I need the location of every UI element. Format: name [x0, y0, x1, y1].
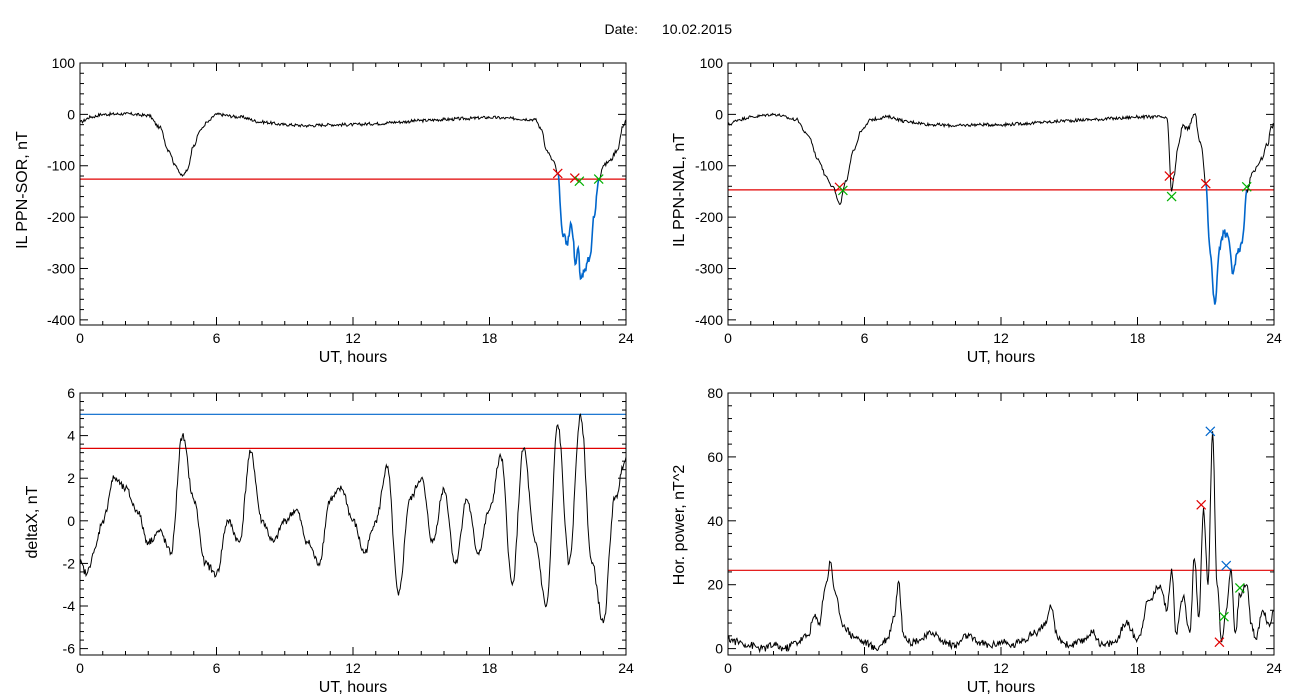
marker-sor-3 — [593, 174, 604, 185]
marker-nal-5 — [1241, 181, 1252, 192]
plot-frame-power — [727, 392, 1275, 656]
marker-nal-2 — [1164, 171, 1175, 181]
series-line-deltax-0 — [80, 413, 626, 624]
y-axis-title-power: Hor. power, nT^2 — [671, 465, 688, 586]
x-tick-label-sor-1: 6 — [213, 330, 221, 346]
plot-area-sor: 0 6 12 18 24 -400 -300 -200 -100 0 100 — [47, 55, 634, 346]
plot-area-nal: 0 6 12 18 24 -400 -300 -200 -100 0 100 — [695, 55, 1282, 346]
marker-power-2 — [1214, 637, 1225, 648]
marker-sor-1 — [569, 173, 580, 183]
x-axis-title-power: UT, hours — [967, 679, 1035, 696]
x-tick-label-deltax-2: 12 — [345, 660, 361, 676]
marker-nal-3 — [1166, 191, 1177, 202]
x-tick-label-nal-1: 6 — [861, 330, 869, 346]
y-tick-label-nal-1: -300 — [695, 260, 723, 276]
y-tick-label-nal-3: -100 — [695, 158, 723, 174]
y-tick-label-power-2: 40 — [707, 513, 723, 529]
x-tick-label-sor-3: 18 — [482, 330, 498, 346]
series-line-nal-0 — [728, 112, 1168, 205]
y-tick-label-sor-1: -300 — [47, 260, 75, 276]
y-axis-title-sor: IL PPN-SOR, nT — [14, 131, 31, 249]
y-tick-label-deltax-5: 4 — [67, 428, 75, 444]
series-line-sor-0 — [80, 111, 559, 177]
series-line-nal-2 — [1205, 183, 1248, 305]
y-axis-title-nal: IL PPN-NAL, nT — [671, 133, 688, 247]
date-value: 10.02.2015 — [662, 21, 732, 37]
marker-power-4 — [1221, 560, 1232, 571]
y-tick-label-nal-0: -400 — [695, 312, 723, 328]
x-tick-label-sor-4: 24 — [618, 330, 634, 346]
x-tick-label-sor-0: 0 — [76, 330, 84, 346]
date-label: Date: — [605, 21, 638, 37]
series-line-sor-2 — [598, 119, 626, 182]
y-axis-title-deltax: deltaX, nT — [24, 485, 41, 558]
y-tick-label-deltax-1: -4 — [63, 598, 76, 614]
y-tick-label-deltax-4: 2 — [67, 470, 75, 486]
x-tick-label-deltax-3: 18 — [482, 660, 498, 676]
x-tick-label-nal-4: 24 — [1266, 330, 1282, 346]
marker-power-1 — [1205, 426, 1216, 437]
x-tick-label-sor-2: 12 — [345, 330, 361, 346]
marker-sor-2 — [574, 176, 585, 187]
plot-frame-deltax — [79, 392, 627, 656]
x-tick-label-power-2: 12 — [993, 660, 1009, 676]
y-tick-label-sor-3: -100 — [47, 158, 75, 174]
x-tick-label-power-4: 24 — [1266, 660, 1282, 676]
y-tick-label-deltax-0: -6 — [63, 641, 76, 657]
x-tick-label-deltax-1: 6 — [213, 660, 221, 676]
date-header: Date: 10.02.2015 — [605, 21, 733, 37]
plot-frame-nal — [727, 62, 1275, 326]
x-tick-label-nal-0: 0 — [724, 330, 732, 346]
x-axis-title-deltax: UT, hours — [319, 679, 387, 696]
plot-area-power: 0 6 12 18 24 0 20 40 60 80 — [707, 385, 1282, 676]
x-axis-title-nal: UT, hours — [967, 349, 1035, 366]
plot-frame-sor — [79, 62, 627, 326]
y-tick-label-sor-4: 0 — [67, 106, 75, 122]
y-tick-label-deltax-2: -2 — [63, 555, 76, 571]
x-tick-label-nal-2: 12 — [993, 330, 1009, 346]
series-line-power-0 — [728, 431, 1274, 654]
y-tick-label-nal-4: 0 — [715, 106, 723, 122]
x-tick-label-deltax-4: 24 — [618, 660, 634, 676]
series-line-sor-1 — [557, 173, 600, 281]
panel-power: Hor. power, nT^2 UT, hours 0 6 12 18 24 0 20 40… — [671, 385, 1282, 696]
x-axis-title-sor: UT, hours — [319, 349, 387, 366]
panel-sor: IL PPN-SOR, nT UT, hours 0 6 12 18 24 -400 -30… — [14, 55, 634, 366]
marker-nal-1 — [837, 185, 848, 196]
x-tick-label-deltax-0: 0 — [76, 660, 84, 676]
marker-power-5 — [1234, 582, 1245, 593]
y-tick-label-power-1: 20 — [707, 577, 723, 593]
marker-nal-4 — [1200, 178, 1211, 189]
x-tick-label-power-0: 0 — [724, 660, 732, 676]
x-tick-label-nal-3: 18 — [1130, 330, 1146, 346]
marker-power-0 — [1196, 499, 1207, 510]
y-tick-label-power-3: 60 — [707, 449, 723, 465]
y-tick-label-sor-2: -200 — [47, 209, 75, 225]
panel-nal: IL PPN-NAL, nT UT, hours 0 6 12 18 24 -400 -30… — [671, 55, 1282, 366]
y-tick-label-power-0: 0 — [715, 641, 723, 657]
y-tick-label-deltax-3: 0 — [67, 513, 75, 529]
marker-power-3 — [1219, 611, 1229, 622]
y-tick-label-deltax-6: 6 — [67, 385, 75, 401]
y-tick-label-nal-5: 100 — [700, 55, 724, 71]
y-tick-label-sor-0: -400 — [47, 312, 75, 328]
y-tick-label-power-4: 80 — [707, 385, 723, 401]
x-tick-label-power-1: 6 — [861, 660, 869, 676]
y-tick-label-sor-5: 100 — [52, 55, 76, 71]
marker-sor-0 — [552, 168, 563, 179]
y-tick-label-nal-2: -200 — [695, 209, 723, 225]
series-line-nal-3 — [1246, 122, 1274, 194]
x-tick-label-power-3: 18 — [1130, 660, 1146, 676]
